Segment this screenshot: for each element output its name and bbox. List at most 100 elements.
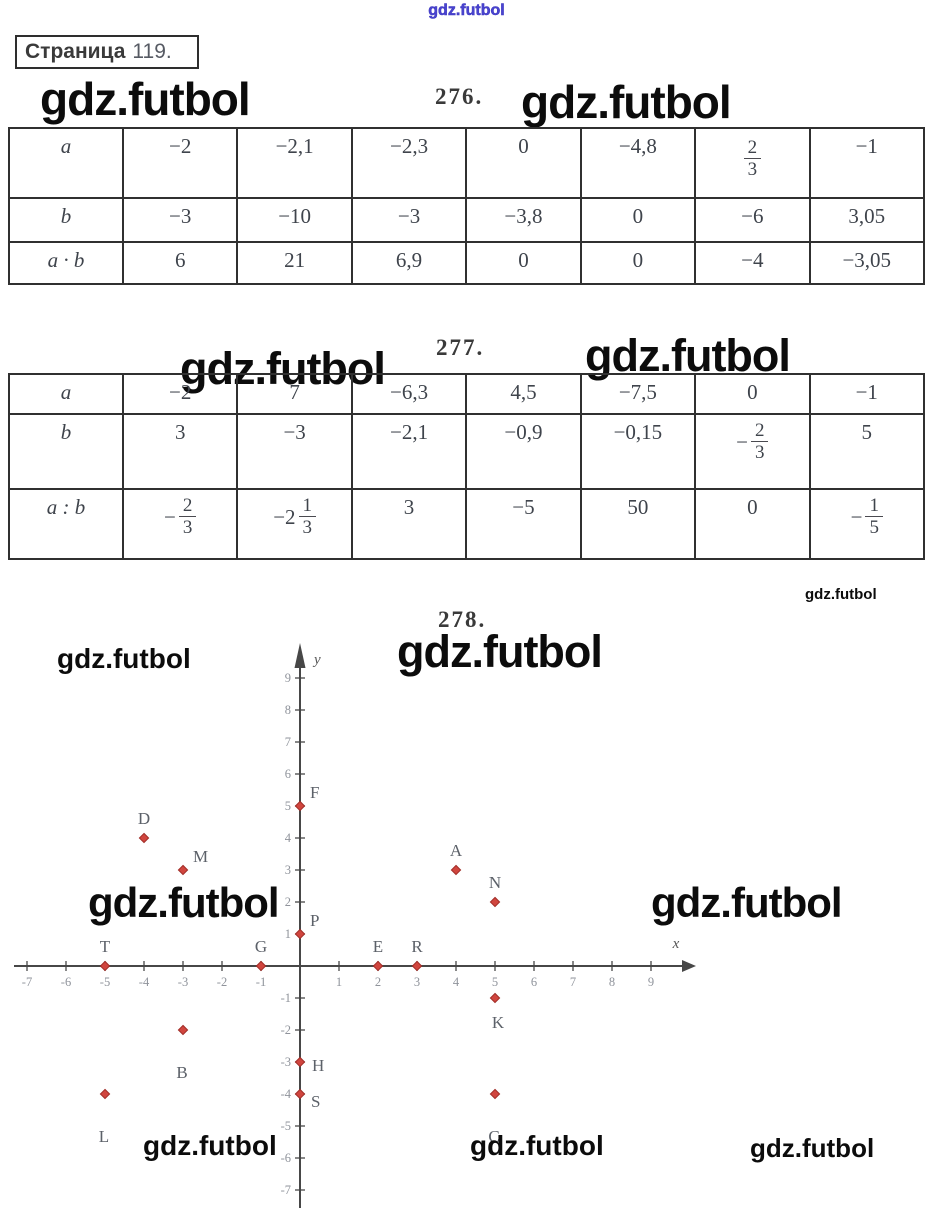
point-R: R [411, 937, 423, 972]
y-tick-label: 9 [285, 671, 291, 685]
point-label: H [312, 1056, 324, 1075]
watermark: gdz.futbol [750, 1133, 875, 1163]
x-tick-label: -2 [217, 975, 227, 989]
x-tick-label: -4 [139, 975, 150, 989]
point-F: F [294, 783, 319, 812]
x-tick-label: 4 [453, 975, 460, 989]
x-tick-label: -7 [22, 975, 32, 989]
problem-278-number: 278. [438, 607, 487, 632]
table-cell: −0,15 [579, 413, 697, 490]
table-cell: −10 [236, 197, 353, 243]
point-marker [294, 928, 306, 940]
point-label: C [488, 1127, 499, 1146]
point-marker [177, 864, 189, 876]
table-cell: −0,9 [465, 413, 582, 490]
point-marker [489, 896, 501, 908]
y-tick-label: 5 [285, 799, 291, 813]
x-tick-label: -3 [178, 975, 188, 989]
y-tick-label: -1 [281, 991, 291, 1005]
y-tick-label: -4 [281, 1087, 292, 1101]
point-G: G [255, 937, 267, 972]
point-D: D [138, 809, 150, 844]
table-cell: −6 [694, 197, 811, 243]
table-cell: 0 [694, 373, 811, 415]
x-axis-label: x [672, 936, 680, 952]
row-label: b [8, 197, 124, 243]
watermark: gdz.futbol [40, 73, 251, 125]
y-tick-label: 7 [285, 735, 291, 749]
point-marker [294, 1088, 306, 1100]
watermark: gdz.futbol [57, 643, 191, 674]
table-cell: 3 [350, 488, 468, 560]
y-tick-label: 8 [285, 703, 291, 717]
point-marker [99, 960, 111, 972]
x-tick-label: -5 [100, 975, 110, 989]
table-cell: −1 [808, 373, 926, 415]
table-cell: −2 3 [121, 488, 239, 560]
y-tick-label: -3 [281, 1055, 291, 1069]
problem-276-number: 276. [435, 84, 484, 109]
table-cell: 0 [465, 127, 582, 199]
watermark: gdz.futbol [651, 879, 843, 926]
table-cell: −3 [350, 197, 468, 243]
table-cell: −6,3 [350, 373, 468, 415]
watermark: gdz.futbol [470, 1130, 604, 1161]
table-cell: −3 [236, 413, 353, 490]
row-label: a : b [8, 488, 124, 560]
point-label: K [492, 1013, 505, 1032]
table-cell: 5 [808, 413, 926, 490]
table-277: a −2 7 −6,3 4,5 −7,5 0 −1 b 3 −3 −2,1 −0,9 −0,15−2 3 5 a… [8, 373, 926, 560]
row-label: a · b [8, 241, 124, 285]
table-cell: 0 [694, 488, 811, 560]
point-label: R [411, 937, 423, 956]
y-tick-label: -6 [281, 1151, 291, 1165]
coordinate-plane: x y -7 -6 -5 -4 -3 -2 -1 1 2 3 4 5 6 7 8 9 9 8 7 6 5 4 3 2 1 -1 -2 -3… [14, 643, 696, 1208]
point-T: T [99, 937, 111, 972]
table-cell: 50 [579, 488, 697, 560]
point-H: H [294, 1056, 324, 1075]
table-row: a −2 7 −6,3 4,5 −7,5 0 −1 [8, 373, 926, 415]
row-label: a [8, 373, 124, 415]
y-tick-label: -5 [281, 1119, 291, 1133]
point-label: F [310, 783, 319, 802]
point-label: D [138, 809, 150, 828]
point-B: B [176, 1024, 189, 1082]
table-cell: −2,1 [236, 127, 353, 199]
x-tick-label: 2 [375, 975, 381, 989]
table-row: a · b 6 21 6,9 0 0 −4 −3,05 [8, 241, 926, 285]
x-tick-label: 6 [531, 975, 537, 989]
watermark: gdz.futbol [397, 626, 603, 677]
point-marker [450, 864, 462, 876]
row-label: a [8, 127, 124, 199]
table-cell: 3,05 [808, 197, 926, 243]
x-axis-arrow [682, 960, 696, 972]
problem-277-number: 277. [436, 335, 485, 360]
point-label: G [255, 937, 267, 956]
page-label-box: Страница 119. [15, 35, 199, 69]
point-L: L [99, 1088, 111, 1146]
y-tick-label: 1 [285, 927, 291, 941]
point-C: C [488, 1088, 501, 1146]
point-P: P [294, 911, 319, 940]
table-cell: −3 [121, 197, 239, 243]
table-cell: 6 [121, 241, 239, 285]
table-cell: −5 [465, 488, 582, 560]
point-marker [99, 1088, 111, 1100]
table-cell: −2 3 [694, 413, 811, 490]
table-cell: −2,1 [350, 413, 468, 490]
y-tick-label: 4 [285, 831, 292, 845]
x-tick-label: -6 [61, 975, 71, 989]
x-tick-label: 5 [492, 975, 498, 989]
y-axis-arrow [294, 643, 306, 668]
table-cell: −3,8 [465, 197, 582, 243]
table-cell: 0 [579, 197, 697, 243]
point-E: E [372, 937, 384, 972]
table-cell: −7,5 [579, 373, 697, 415]
x-tick-label: 9 [648, 975, 654, 989]
y-tick-label: 6 [285, 767, 291, 781]
point-label: M [193, 847, 208, 866]
table-cell: −1 [808, 127, 926, 199]
point-S: S [294, 1088, 320, 1111]
point-A: A [450, 841, 463, 876]
y-axis-label: y [312, 652, 321, 668]
